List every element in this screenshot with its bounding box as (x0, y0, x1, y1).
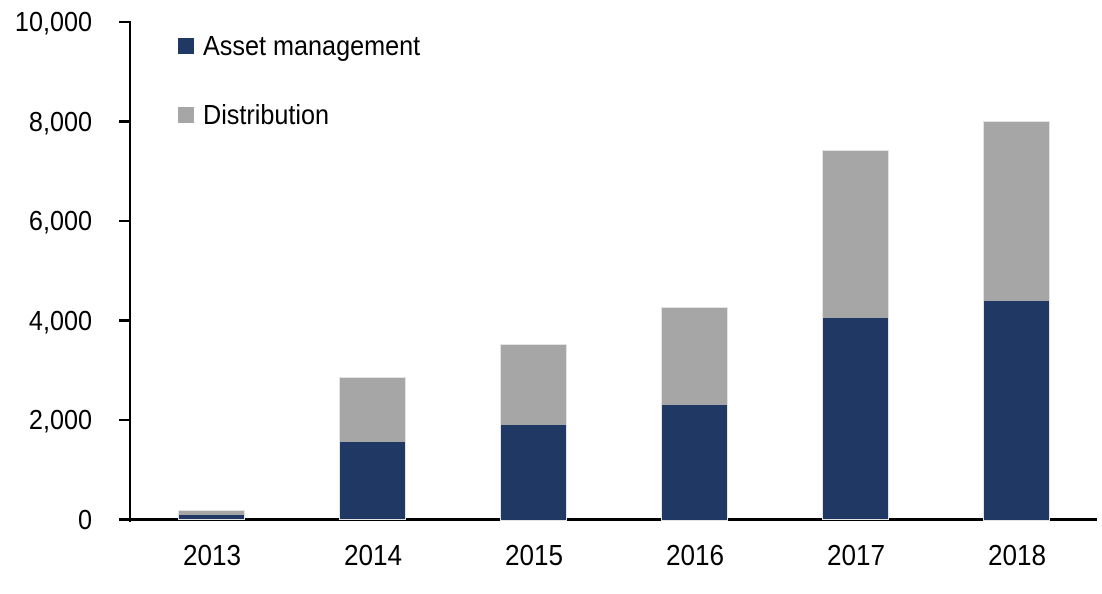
bar-segment-asset-management-2016 (662, 405, 727, 520)
bar-segment-distribution-2017 (823, 151, 888, 319)
x-axis-label-2013: 2013 (182, 540, 241, 572)
x-axis-line (128, 518, 1097, 521)
bar-segment-distribution-2015 (501, 345, 566, 425)
legend-item-asset-management: Asset management (178, 32, 444, 60)
bar-segment-asset-management-2015 (501, 424, 566, 520)
y-axis-tick (119, 120, 131, 123)
y-axis-tick (119, 518, 131, 521)
x-axis-label-2014: 2014 (343, 540, 402, 572)
y-axis-tick-label: 4,000 (28, 304, 92, 336)
bar-segment-distribution-2016 (662, 308, 727, 406)
y-axis-tick (119, 418, 131, 422)
x-axis-label-2016: 2016 (665, 540, 724, 572)
y-axis-tick-label: 8,000 (28, 105, 92, 137)
y-axis-tick-label: 10,000 (14, 6, 93, 37)
bar-2014 (339, 376, 406, 521)
legend-swatch-asset-management-icon (178, 38, 194, 54)
bar-segment-distribution-2018 (984, 121, 1049, 301)
y-axis-tick (119, 319, 131, 322)
bar-2015 (500, 344, 567, 521)
y-axis-tick-label: 6,000 (28, 205, 92, 236)
legend-swatch-distribution-icon (178, 107, 194, 123)
x-axis-label-2015: 2015 (504, 540, 563, 572)
x-axis-label-2018: 2018 (987, 540, 1046, 572)
y-axis-tick (119, 219, 131, 223)
bar-2016 (661, 307, 728, 521)
legend-item-distribution: Distribution (178, 101, 343, 129)
bar-2018 (983, 120, 1050, 521)
bar-segment-distribution-2014 (340, 377, 405, 443)
bar-segment-asset-management-2013 (179, 514, 244, 520)
legend-label-asset-management: Asset management (203, 30, 421, 61)
y-axis-tick-label: 2,000 (28, 404, 92, 435)
bar-segment-asset-management-2014 (340, 442, 405, 520)
legend-label-distribution: Distribution (203, 99, 330, 130)
x-axis-label-2017: 2017 (826, 540, 885, 572)
y-axis-line (128, 22, 131, 522)
y-axis-tick-label: 0 (77, 503, 92, 535)
y-axis-tick (119, 20, 131, 24)
bar-2017 (822, 150, 889, 521)
bar-segment-asset-management-2017 (823, 318, 888, 520)
bar-2013 (178, 509, 245, 521)
bar-segment-asset-management-2018 (984, 300, 1049, 520)
bar-segment-distribution-2013 (179, 510, 244, 515)
